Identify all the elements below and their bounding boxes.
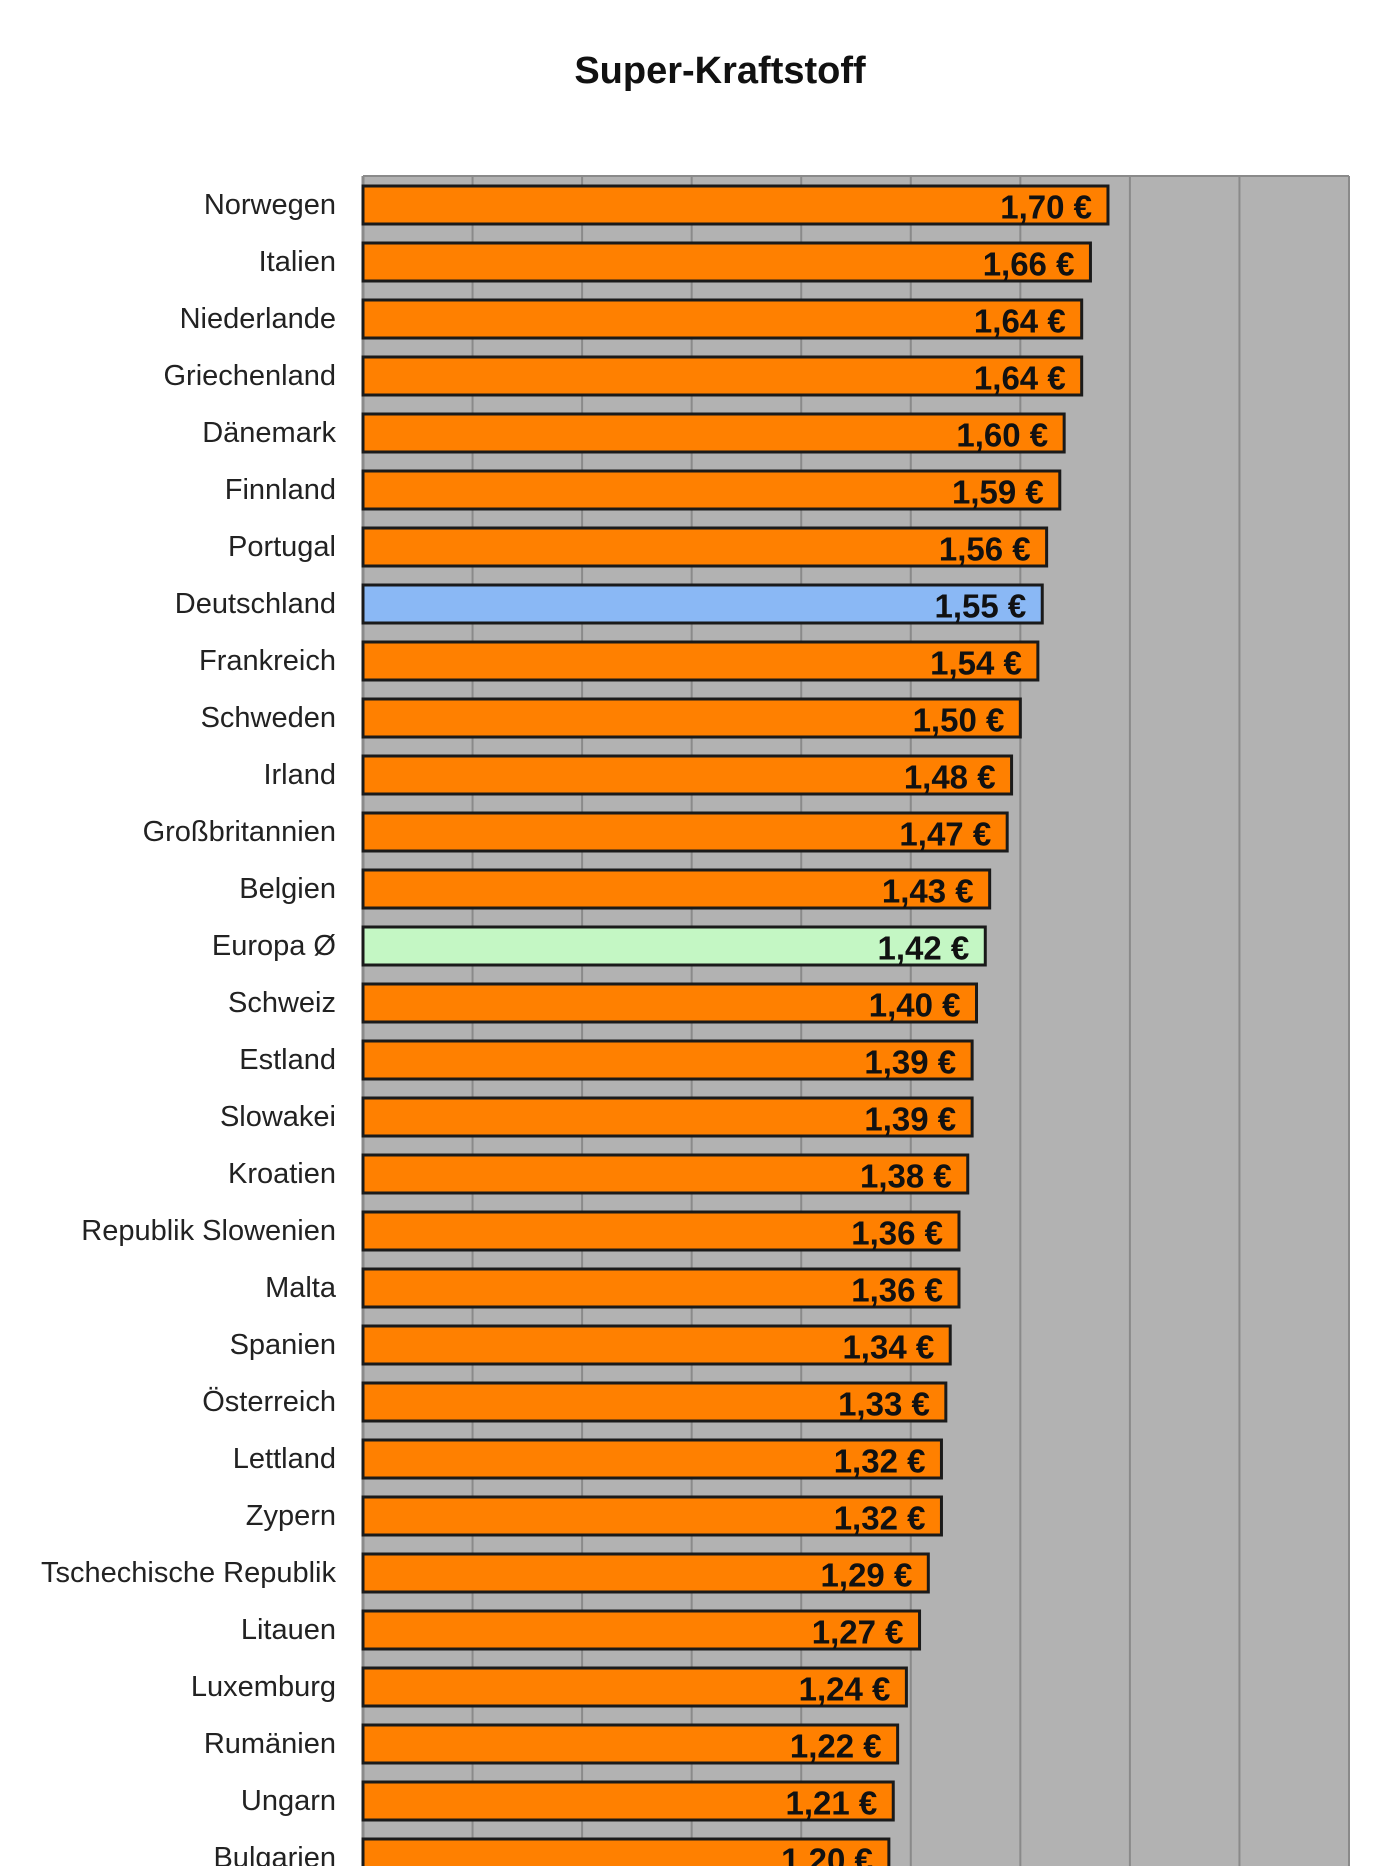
value-label: 1,29 € [821,1557,913,1594]
value-label: 1,54 € [930,645,1022,682]
value-label: 1,33 € [838,1386,930,1423]
bar [361,754,1014,796]
gridlines [361,175,1350,1866]
value-label: 1,27 € [812,1614,904,1651]
bar [361,241,1092,283]
bar [361,697,1022,739]
value-label: 1,60 € [956,417,1048,454]
bar [361,811,1009,853]
value-label: 1,47 € [899,816,991,853]
category-label: Estland [239,1044,336,1076]
category-label: Europa Ø [212,930,336,962]
value-label: 1,36 € [851,1215,943,1252]
value-label: 1,39 € [864,1044,956,1081]
category-labels: Norwegen Italien Niederlande Griechenland Dä… [41,189,337,1866]
bar [361,1495,943,1537]
bar [361,1609,922,1651]
category-label: Dänemark [202,417,336,449]
bar [361,868,992,910]
chart-title: Super-Kraftstoff [574,50,866,92]
value-label: 1,39 € [864,1101,956,1138]
value-label: 1,38 € [860,1158,952,1195]
category-label: Ungarn [241,1785,336,1817]
value-label: 1,32 € [834,1443,926,1480]
bar [361,1153,970,1195]
bar [361,298,1084,340]
bar [361,1666,908,1708]
bar [361,1096,974,1138]
category-label: Portugal [228,531,336,563]
category-label: Finnland [225,474,336,506]
category-label: Tschechische Republik [41,1557,336,1589]
value-label: 1,70 € [1000,189,1092,226]
bar [361,355,1084,397]
value-label: 1,21 € [785,1785,877,1822]
category-label: Niederlande [180,303,336,335]
category-label: Bulgarien [213,1842,336,1866]
category-label: Luxemburg [191,1671,336,1703]
value-label: 1,66 € [983,246,1075,283]
value-label: 1,64 € [974,303,1066,340]
bar [361,982,979,1024]
category-label: Slowakei [220,1101,336,1133]
category-label: Zypern [246,1500,336,1532]
bar [361,1837,891,1866]
category-label: Rumänien [204,1728,336,1760]
value-label: 1,50 € [913,702,1005,739]
bar [361,1552,930,1594]
bar [361,469,1062,511]
bar [361,1210,961,1252]
category-label: Frankreich [199,645,336,677]
bar [361,526,1049,568]
bar [361,640,1040,682]
category-label: Kroatien [228,1158,336,1190]
category-label: Litauen [241,1614,336,1646]
value-label: 1,22 € [790,1728,882,1765]
value-labels: 1,70 € 1,66 € 1,64 € 1,64 € 1,60 € 1,59 € 1,56… [781,189,1092,1866]
category-label: Großbritannien [143,816,336,848]
category-label: Italien [259,246,336,278]
category-label: Malta [265,1272,337,1304]
bar [361,583,1044,625]
category-label: Schweden [201,702,336,734]
bar [361,1324,952,1366]
category-label: Griechenland [164,360,337,392]
value-label: 1,59 € [952,474,1044,511]
category-label: Deutschland [175,588,336,620]
value-label: 1,40 € [869,987,961,1024]
category-label: Norwegen [204,189,336,221]
category-label: Irland [263,759,336,791]
value-label: 1,20 € [781,1842,873,1866]
value-label: 1,64 € [974,360,1066,397]
bar [361,1438,943,1480]
value-label: 1,42 € [878,930,970,967]
bar [361,412,1066,454]
category-label: Republik Slowenien [81,1215,336,1247]
value-label: 1,36 € [851,1272,943,1309]
bars [361,184,1110,1866]
value-label: 1,48 € [904,759,996,796]
value-label: 1,24 € [799,1671,891,1708]
value-label: 1,56 € [939,531,1031,568]
bar [361,1381,948,1423]
bar [361,1780,895,1822]
category-label: Österreich [202,1386,336,1418]
bar [361,1723,900,1765]
bar [361,184,1110,226]
value-label: 1,32 € [834,1500,926,1537]
value-label: 1,55 € [934,588,1026,625]
bar [361,925,987,967]
category-label: Schweiz [228,987,336,1019]
value-label: 1,34 € [842,1329,934,1366]
bar [361,1039,974,1081]
value-label: 1,43 € [882,873,974,910]
category-label: Spanien [230,1329,336,1361]
bar [361,1267,961,1309]
category-label: Lettland [233,1443,336,1475]
category-label: Belgien [239,873,336,905]
